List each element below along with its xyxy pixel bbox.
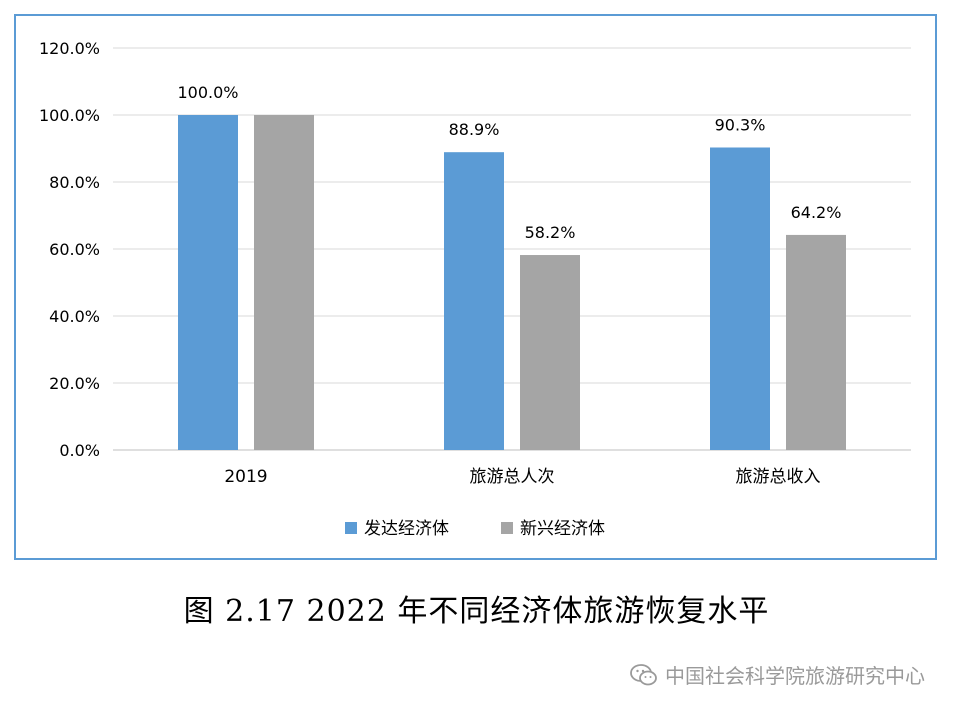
x-category-label: 旅游总人次 <box>470 467 555 487</box>
y-tick-label: 0.0% <box>59 441 100 460</box>
data-label: 58.2% <box>525 223 576 242</box>
y-tick-label: 40.0% <box>49 307 100 326</box>
legend: 发达经济体 新兴经济体 <box>345 519 605 539</box>
bar-emerging <box>520 255 580 450</box>
bar-emerging <box>786 234 846 450</box>
data-label: 88.9% <box>449 120 500 139</box>
legend-swatch <box>345 522 357 534</box>
bar-developed <box>178 115 238 450</box>
data-label: 64.2% <box>791 203 842 222</box>
figure-caption: 图 2.17 2022 年不同经济体旅游恢复水平 <box>183 594 770 629</box>
bar-emerging <box>254 115 314 450</box>
y-tick-label: 120.0% <box>39 39 100 58</box>
y-tick-label: 100.0% <box>39 106 100 125</box>
y-tick-label: 60.0% <box>49 240 100 259</box>
data-label: 100.0% <box>177 83 238 102</box>
watermark: 中国社会科学院旅游研究中心 <box>629 660 925 689</box>
grid-lines <box>113 47 911 451</box>
y-axis-ticks: 0.0% 20.0% 40.0% 60.0% 80.0% 100.0% 120.0% <box>39 39 100 460</box>
y-tick-label: 80.0% <box>49 173 100 192</box>
data-label: 90.3% <box>715 115 766 134</box>
bar-developed <box>444 152 504 450</box>
legend-label: 新兴经济体 <box>520 519 605 539</box>
x-category-label: 2019 <box>224 467 267 487</box>
legend-label: 发达经济体 <box>364 519 449 539</box>
x-category-label: 旅游总收入 <box>736 467 821 487</box>
legend-swatch <box>501 522 513 534</box>
bar-developed <box>710 147 770 450</box>
chart-frame: 0.0% 20.0% 40.0% 60.0% 80.0% 100.0% 120.0% 100… <box>14 14 937 560</box>
wechat-icon <box>630 663 657 685</box>
watermark-text: 中国社会科学院旅游研究中心 <box>665 664 925 688</box>
bar-chart: 0.0% 20.0% 40.0% 60.0% 80.0% 100.0% 120.0% 100… <box>39 39 911 539</box>
y-tick-label: 20.0% <box>49 374 100 393</box>
data-labels: 100.0% 88.9% 58.2% 90.3% 64.2% <box>177 83 841 242</box>
bars <box>178 115 846 450</box>
x-axis-categories: 2019 旅游总人次 旅游总收入 <box>224 467 820 487</box>
